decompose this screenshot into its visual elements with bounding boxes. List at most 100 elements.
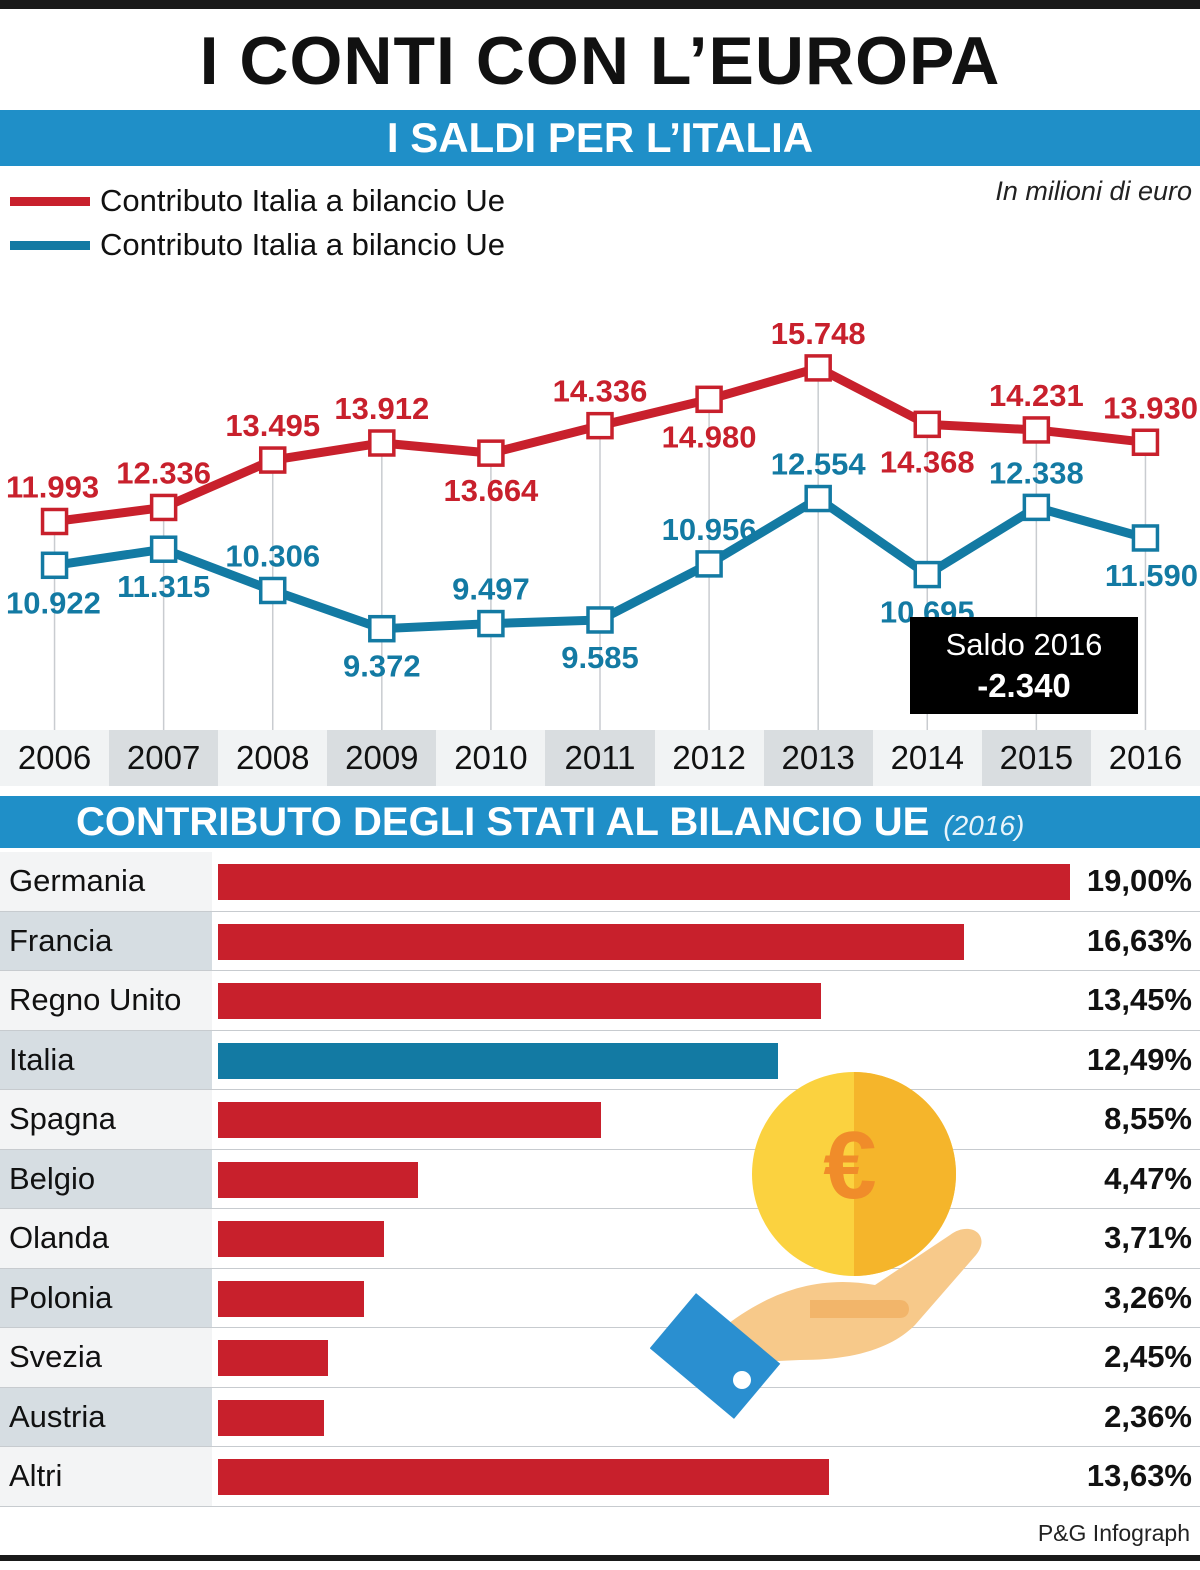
data-label-red-2006: 11.993 [6, 469, 99, 504]
year-axis: 2006 2007 2008 2009 2010 2011 2012 2013 2014 2015… [0, 730, 1200, 786]
data-label-blue-2008: 10.306 [225, 538, 320, 573]
data-point-red-2016 [1131, 428, 1160, 457]
bar-value-label: 19,00% [1086, 863, 1192, 899]
bar-altri [218, 1459, 830, 1495]
bar-olanda [218, 1221, 385, 1257]
data-label-red-2012: 14.980 [662, 419, 757, 454]
bar-francia [218, 923, 964, 960]
legend-swatch-red [10, 196, 90, 206]
data-label-blue-2007: 11.315 [117, 569, 210, 604]
legend-item-red: Contributo Italia a bilancio Ue [10, 181, 505, 221]
data-label-blue-2016: 11.590 [1105, 558, 1198, 593]
data-point-blue-2006 [40, 551, 69, 580]
bar-value-label: 2,36% [1104, 1398, 1192, 1434]
section-year: (2016) [943, 810, 1025, 841]
bar-category-label: Germania [0, 852, 212, 911]
bar-row: Germania 19,00% [0, 852, 1200, 912]
year-tick-2013: 2013 [763, 730, 873, 786]
data-label-blue-2006: 10.922 [6, 585, 101, 620]
credit: P&G Infograph [1037, 1520, 1190, 1546]
data-point-red-2011 [586, 411, 614, 440]
bar-row: Austria 2,36% [0, 1387, 1200, 1447]
saldo-box: Saldo 2016 -2.340 [910, 617, 1138, 714]
cuff-button [733, 1371, 751, 1389]
data-label-blue-2011: 9.585 [561, 640, 639, 675]
data-point-blue-2014 [913, 560, 942, 589]
top-rule [0, 0, 1200, 9]
bar-row: Francia 16,63% [0, 911, 1200, 971]
bar-row: Regno Unito 13,45% [0, 971, 1200, 1031]
hand-shape [720, 1228, 982, 1362]
data-point-red-2009 [368, 429, 396, 457]
data-point-red-2010 [477, 439, 505, 467]
data-label-red-2010: 13.664 [443, 473, 539, 508]
bar-row: Polonia 3,26% [0, 1268, 1200, 1328]
saldo-label: Saldo 2016 [945, 627, 1103, 662]
bar-row: Olanda 3,71% [0, 1209, 1200, 1269]
section-title-contributo: CONTRIBUTO DEGLI STATI AL BILANCIO UE (20… [0, 796, 1200, 848]
data-label-red-2008: 13.495 [225, 408, 320, 443]
finger-shape [810, 1300, 909, 1318]
data-label-red-2015: 14.231 [989, 378, 1084, 413]
bar-category-label: Regno Unito [0, 971, 212, 1030]
bar-value-label: 8,55% [1104, 1101, 1192, 1137]
bar-category-label: Italia [0, 1030, 212, 1089]
data-point-blue-2010 [477, 609, 505, 638]
year-tick-2007: 2007 [109, 730, 219, 786]
saldo-value: -2.340 [977, 667, 1071, 704]
data-label-red-2013: 15.748 [771, 316, 866, 351]
unit-note: In milioni di euro [995, 176, 1192, 206]
year-tick-2014: 2014 [872, 730, 982, 786]
bar-category-label: Belgio [0, 1149, 212, 1208]
bar-austria [218, 1399, 324, 1436]
bar-category-label: Austria [0, 1387, 212, 1446]
data-label-red-2014: 14.368 [880, 444, 975, 479]
year-tick-2006: 2006 [0, 730, 110, 786]
section-title-contributo-text: CONTRIBUTO DEGLI STATI AL BILANCIO UE [76, 800, 930, 844]
bar-chart: Germania 19,00% Francia 16,63% Regno Unito 13… [0, 852, 1200, 1507]
year-tick-2008: 2008 [218, 730, 328, 786]
bar-belgio [218, 1161, 419, 1198]
legend-item-blue: Contributo Italia a bilancio Ue [10, 225, 505, 265]
bar-category-label: Polonia [0, 1268, 212, 1327]
bar-italia [218, 1042, 779, 1079]
bar-row: Altri 13,63% [0, 1447, 1200, 1507]
data-label-blue-2013: 12.554 [771, 447, 867, 482]
bar-row: Italia 12,49% [0, 1030, 1200, 1090]
bar-row: Belgio 4,47% [0, 1149, 1200, 1209]
data-label-red-2009: 13.912 [334, 391, 429, 426]
bar-value-label: 13,63% [1086, 1458, 1192, 1494]
data-label-blue-2010: 9.497 [452, 572, 530, 607]
bar-category-label: Svezia [0, 1328, 212, 1387]
bar-row: Svezia 2,45% [0, 1328, 1200, 1388]
data-point-red-2007 [149, 493, 178, 522]
bar-row: Spagna 8,55% [0, 1090, 1200, 1150]
data-point-red-2012 [695, 385, 723, 414]
bottom-rule [0, 1555, 1200, 1561]
data-point-red-2014 [913, 410, 942, 439]
line-chart: 11.993 12.336 13.495 13.912 13.664 14.336 14.9… [6, 316, 1198, 730]
data-point-blue-2009 [368, 614, 396, 643]
bar-spagna [218, 1102, 602, 1138]
year-tick-2010: 2010 [436, 730, 546, 786]
year-tick-2012: 2012 [654, 730, 764, 786]
data-label-blue-2012: 10.956 [662, 512, 757, 547]
section-title-saldi: I SALDI PER L’ITALIA [0, 110, 1200, 166]
euro-sign-icon: € [823, 1112, 876, 1219]
bar-svezia [218, 1340, 328, 1376]
data-point-blue-2012 [695, 550, 723, 578]
bar-value-label: 12,49% [1086, 1041, 1192, 1077]
legend-label-blue: Contributo Italia a bilancio Ue [100, 227, 505, 262]
data-point-blue-2016 [1131, 524, 1160, 552]
year-tick-2015: 2015 [981, 730, 1091, 786]
data-point-blue-2008 [258, 576, 287, 605]
bar-polonia [218, 1280, 365, 1317]
bar-value-label: 3,71% [1104, 1220, 1192, 1256]
bar-value-label: 2,45% [1104, 1339, 1192, 1375]
coin-shade [854, 1072, 956, 1276]
year-tick-2016: 2016 [1090, 730, 1200, 786]
bar-value-label: 3,26% [1104, 1279, 1192, 1315]
data-point-blue-2013 [804, 484, 832, 513]
data-label-blue-2009: 9.372 [343, 649, 421, 684]
data-point-red-2008 [258, 446, 287, 474]
